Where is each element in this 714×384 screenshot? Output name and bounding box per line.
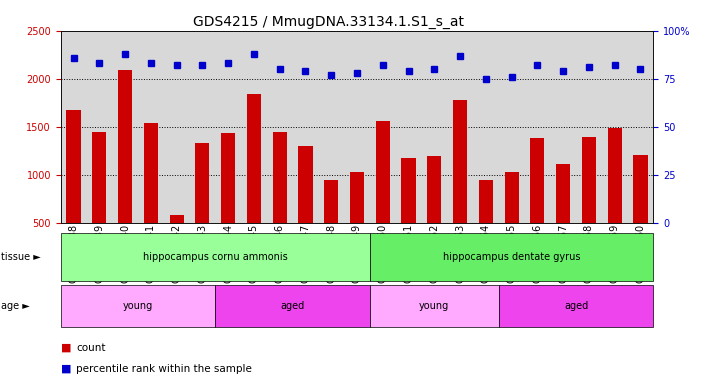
- Bar: [370, 233, 653, 281]
- Text: ■: ■: [61, 343, 71, 353]
- Bar: [216, 285, 370, 328]
- Text: aged: aged: [564, 301, 588, 311]
- Bar: [247, 94, 261, 271]
- Bar: [427, 156, 441, 271]
- Text: ■: ■: [61, 364, 71, 374]
- Bar: [221, 134, 235, 271]
- Bar: [453, 100, 467, 271]
- Text: hippocampus dentate gyrus: hippocampus dentate gyrus: [443, 252, 580, 262]
- Bar: [273, 131, 287, 271]
- Bar: [92, 131, 106, 271]
- Bar: [169, 215, 183, 271]
- Bar: [479, 180, 493, 271]
- Bar: [498, 285, 653, 328]
- Bar: [401, 159, 416, 271]
- Text: aged: aged: [281, 301, 305, 311]
- Bar: [61, 285, 216, 328]
- Text: percentile rank within the sample: percentile rank within the sample: [76, 364, 252, 374]
- Bar: [324, 180, 338, 271]
- Bar: [376, 121, 390, 271]
- Bar: [608, 127, 622, 271]
- Bar: [61, 233, 370, 281]
- Bar: [582, 137, 596, 271]
- Text: count: count: [76, 343, 106, 353]
- Text: young: young: [123, 301, 153, 311]
- Text: age ►: age ►: [1, 301, 30, 311]
- Bar: [298, 146, 313, 271]
- Text: young: young: [419, 301, 449, 311]
- Bar: [118, 70, 132, 271]
- Bar: [350, 172, 364, 271]
- Bar: [66, 111, 81, 271]
- Bar: [505, 172, 518, 271]
- Bar: [633, 155, 648, 271]
- Text: GDS4215 / MmugDNA.33134.1.S1_s_at: GDS4215 / MmugDNA.33134.1.S1_s_at: [193, 15, 464, 29]
- Bar: [531, 138, 545, 271]
- Bar: [556, 164, 570, 271]
- Bar: [370, 285, 498, 328]
- Bar: [144, 123, 158, 271]
- Text: hippocampus cornu ammonis: hippocampus cornu ammonis: [143, 252, 288, 262]
- Text: tissue ►: tissue ►: [1, 252, 41, 262]
- Bar: [196, 143, 209, 271]
